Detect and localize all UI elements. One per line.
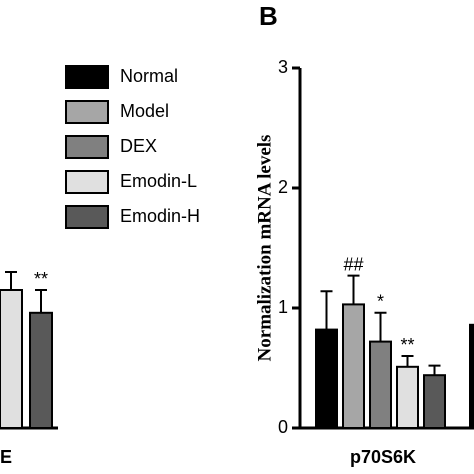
bar [315,328,338,430]
y-tick-label: 0 [278,417,288,437]
error-bar [428,364,441,376]
legend-swatch [65,205,109,229]
legend-swatch [65,100,109,124]
panel-label: B [259,1,278,31]
legend-swatch [65,65,109,89]
significance-label: * [377,292,384,312]
error-bar [374,311,387,342]
error-bar [35,289,47,313]
bar [396,365,419,429]
error-bar [347,274,360,305]
y-tick-label: 2 [278,177,288,197]
bar [29,311,53,429]
error-bar [5,271,17,290]
bar [342,303,365,429]
legend-label: DEX [120,136,157,156]
x-tick-label: E [0,447,12,467]
error-bar [320,290,333,330]
y-tick-label: 3 [278,57,288,77]
bar [369,340,392,430]
legend-swatch [65,170,109,194]
bar [469,323,474,429]
error-bar [401,355,414,367]
legend-swatch [65,135,109,159]
significance-label: ** [34,269,48,289]
x-tick-label: p70S6K [350,447,416,467]
y-tick-label: 1 [278,297,288,317]
legend-label: Emodin-L [120,171,197,191]
bar [423,374,446,430]
legend-label: Emodin-H [120,206,200,226]
legend-label: Model [120,101,169,121]
significance-label: ## [343,254,363,274]
legend-label: Normal [120,66,178,86]
significance-label: ** [400,335,414,355]
bar [0,289,23,429]
y-axis-title: Normalization mRNA levels [254,135,275,362]
